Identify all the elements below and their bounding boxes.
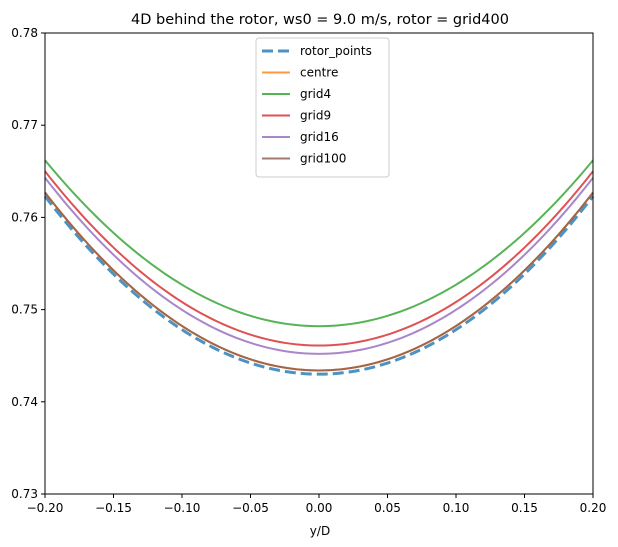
x-axis-label: y/D xyxy=(310,524,330,538)
legend-label-grid16: grid16 xyxy=(300,130,339,144)
y-tick-label: 0.77 xyxy=(11,118,38,132)
legend-label-grid9: grid9 xyxy=(300,109,331,123)
y-axis-ticks: 0.73 0.74 0.75 0.76 0.77 0.78 xyxy=(11,26,45,501)
series-line-grid100 xyxy=(44,191,594,372)
series-line-centre xyxy=(44,191,594,372)
legend-label-rotor_points: rotor_points xyxy=(300,44,372,58)
y-tick-label: 0.75 xyxy=(11,303,38,317)
axes-frame xyxy=(44,32,594,495)
x-tick-label: −0.10 xyxy=(164,501,201,515)
series-line-grid4 xyxy=(44,159,594,328)
x-tick-label: 0.05 xyxy=(374,501,401,515)
x-tick-label: 0.00 xyxy=(306,501,333,515)
series-line-rotor_points xyxy=(43,195,595,376)
legend-label-centre: centre xyxy=(300,66,338,80)
legend-label-grid4: grid4 xyxy=(300,87,331,101)
y-tick-label: 0.74 xyxy=(11,395,38,409)
series-line-grid16 xyxy=(44,177,594,355)
x-tick-label: 0.15 xyxy=(511,501,538,515)
y-tick-label: 0.73 xyxy=(11,487,38,501)
x-axis-ticks: −0.20 −0.15 −0.10 −0.05 0.00 0.05 0.10 0.15 0.20 xyxy=(27,494,607,515)
series-line-grid9 xyxy=(44,170,594,347)
y-tick-label: 0.78 xyxy=(11,26,38,40)
plot-area xyxy=(43,159,595,376)
x-tick-label: −0.05 xyxy=(232,501,269,515)
y-tick-label: 0.76 xyxy=(11,210,38,224)
chart-title: 4D behind the rotor, ws0 = 9.0 m/s, roto… xyxy=(131,12,509,28)
x-tick-label: 0.20 xyxy=(580,501,607,515)
legend-label-grid100: grid100 xyxy=(300,152,346,166)
x-tick-label: 0.10 xyxy=(443,501,470,515)
x-tick-label: −0.15 xyxy=(95,501,132,515)
x-tick-label: −0.20 xyxy=(27,501,64,515)
